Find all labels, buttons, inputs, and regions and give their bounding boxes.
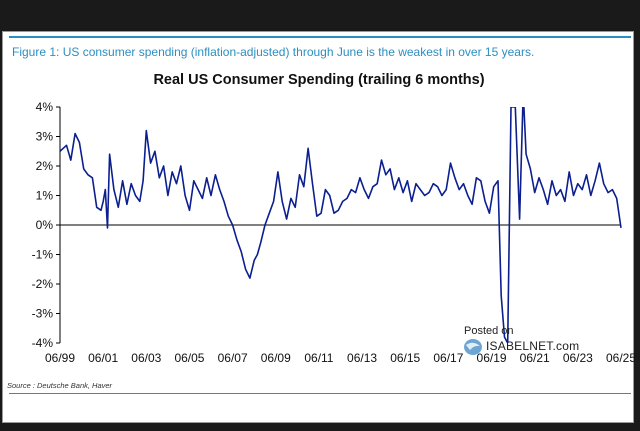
figure-card: Figure 1: US consumer spending (inflatio… [2,31,635,423]
watermark-posted-text: Posted on [464,325,514,337]
x-tick-label: 06/11 [304,351,333,365]
y-tick-label: 3% [36,130,54,144]
x-tick-label: 06/13 [347,351,377,365]
y-tick-label: -1% [32,248,54,262]
x-tick-label: 06/09 [261,351,291,365]
y-tick-label: -2% [32,277,54,291]
x-tick-label: 06/99 [45,351,75,365]
x-tick-label: 06/17 [433,351,463,365]
bottom-rule [9,393,631,394]
y-tick-label: -4% [32,336,54,350]
globe-icon [464,339,482,355]
x-tick-label: 06/25 [606,351,635,365]
x-tick-label: 06/03 [131,351,161,365]
x-tick-label: 06/01 [88,351,118,365]
x-tick-label: 06/07 [218,351,248,365]
x-tick-label: 06/05 [174,351,204,365]
y-tick-label: -3% [32,307,54,321]
watermark-site-text: ISABELNET.com [486,339,580,353]
y-tick-label: 0% [36,218,54,232]
x-tick-label: 06/21 [520,351,550,365]
x-tick-label: 06/19 [477,351,507,365]
y-tick-label: 4% [36,100,54,114]
source-note: Source : Deutsche Bank, Haver [7,381,113,390]
x-tick-label: 06/23 [563,351,593,365]
top-rule [9,36,631,38]
chart-title: Real US Consumer Spending (trailing 6 mo… [153,72,485,88]
y-tick-label: 1% [36,189,54,203]
x-tick-label: 06/15 [390,351,420,365]
watermark: Posted on ISABELNET.com [458,325,588,359]
line-chart: 4% 3% 2% 1% 0% -1% -2% -3% -4%06/99 06/01 06/03 06/… [32,100,635,365]
figure-caption: Figure 1: US consumer spending (inflatio… [12,45,535,59]
series-line [60,107,622,343]
y-tick-label: 2% [36,159,54,173]
